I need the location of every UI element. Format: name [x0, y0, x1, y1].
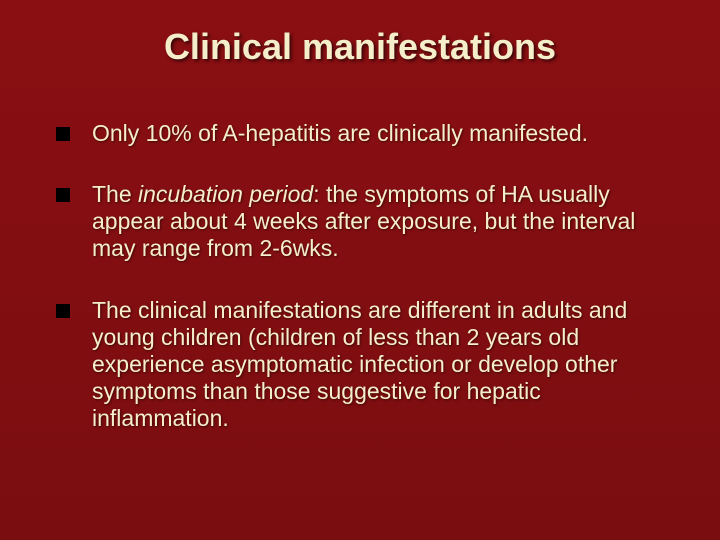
slide-title: Clinical manifestations	[48, 26, 672, 68]
bullet-text-pre: The	[92, 181, 138, 207]
list-item: The clinical manifestations are differen…	[56, 297, 672, 433]
bullet-list: Only 10% of A-hepatitis are clinically m…	[48, 120, 672, 432]
list-item: Only 10% of A-hepatitis are clinically m…	[56, 120, 672, 147]
slide: Clinical manifestations Only 10% of A-he…	[0, 0, 720, 540]
bullet-text-pre: Only 10% of A-hepatitis are clinically m…	[92, 120, 588, 146]
bullet-text-italic: incubation period	[138, 181, 313, 207]
bullet-text-pre: The clinical manifestations are differen…	[92, 297, 627, 432]
list-item: The incubation period: the symptoms of H…	[56, 181, 672, 262]
